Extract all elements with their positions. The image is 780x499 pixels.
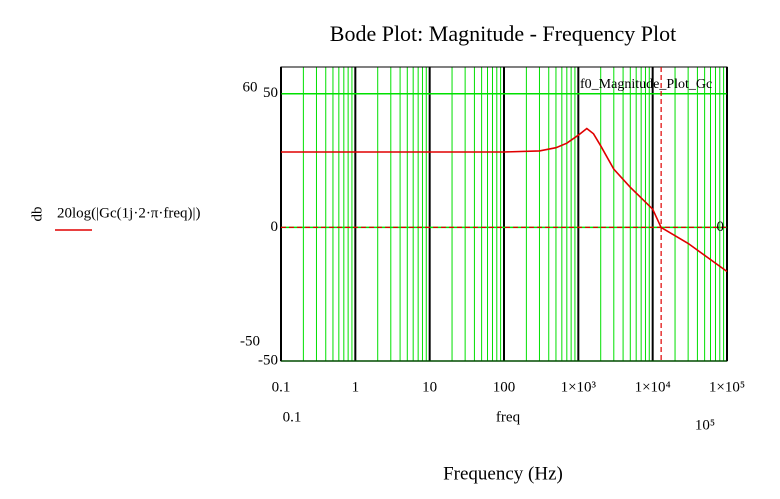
x-tick-label: 0.1 [272,379,291,395]
y-tick-label: 50 [263,85,278,101]
chart-title: Bode Plot: Magnitude - Frequency Plot [330,21,676,46]
x-tick-label: 1×10⁴ [635,379,671,395]
x-max-label: 10⁵ [695,417,715,433]
plot-frame [280,66,728,362]
x-axis-title: Frequency (Hz) [443,463,563,484]
x-tick-label: 10 [422,379,437,395]
series-line [281,127,728,273]
y-tick-label: -50 [258,352,278,368]
x-min-label: 0.1 [283,409,302,425]
y-min-label: -50 [240,333,260,349]
x-variable: freq [496,409,521,425]
x-tick-label: 100 [493,379,516,395]
x-marker-label: f0_Magnitude_Plot_Gc [580,77,712,92]
y-axis-title: db [29,207,45,222]
x-tick-label: 1×10³ [561,379,597,395]
y-max-label: 60 [243,79,258,95]
x-tick-label: 1×10⁵ [709,379,745,395]
y-tick-label: 0 [271,219,279,235]
y-marker-label: 0 [717,219,725,235]
legend-label: 20log(|Gc(1j·2·π·freq)|) [57,205,201,221]
x-tick-label: 1 [352,379,360,395]
